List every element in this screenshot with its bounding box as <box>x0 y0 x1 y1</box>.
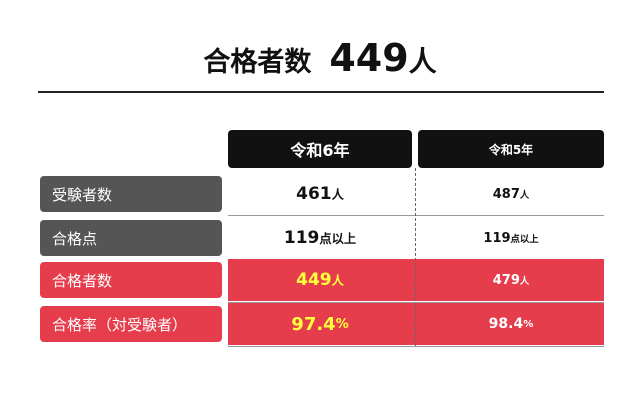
row-label: 合格率（対受験者） <box>40 306 222 342</box>
cell: 97.4% <box>228 306 412 342</box>
cell-unit: 人 <box>519 190 530 201</box>
cell-unit: % <box>335 316 349 332</box>
cell-value: 479 <box>492 272 520 288</box>
column-header: 令和6年 <box>228 130 412 168</box>
cell: 119 点以上 <box>418 220 604 256</box>
cell: 479 人 <box>418 262 604 298</box>
cell: 98.4% <box>418 306 604 342</box>
divider <box>38 91 604 93</box>
row-label: 合格者数 <box>40 262 222 298</box>
cell-value: 487 <box>492 186 520 202</box>
headline: 合格者数 449人 <box>0 36 640 80</box>
cell-unit: 人 <box>331 188 344 202</box>
cell-unit: % <box>523 318 534 330</box>
cell: 119 点以上 <box>228 220 412 256</box>
row-separator <box>228 302 604 303</box>
cell: 487 人 <box>418 176 604 212</box>
cell-unit: 点以上 <box>510 234 539 245</box>
row-label: 合格点 <box>40 220 222 256</box>
cell-value: 449 <box>296 270 332 290</box>
row-separator <box>228 346 604 347</box>
cell: 449 人 <box>228 262 412 298</box>
cell-value: 119 <box>283 228 320 248</box>
cell-value: 97.4 <box>291 313 336 335</box>
column-header: 令和5年 <box>418 130 604 168</box>
headline-unit: 人 <box>408 45 437 78</box>
cell: 461 人 <box>228 176 412 212</box>
column-divider <box>415 168 416 346</box>
row-label: 受験者数 <box>40 176 222 212</box>
cell-value: 461 <box>296 184 332 204</box>
cell-value: 119 <box>483 230 511 246</box>
cell-unit: 点以上 <box>319 232 357 246</box>
headline-title: 合格者数 <box>203 47 312 78</box>
headline-count: 449 <box>329 36 409 80</box>
cell-unit: 人 <box>519 276 530 287</box>
cell-value: 98.4 <box>488 316 524 332</box>
row-separator <box>228 215 604 216</box>
cell-unit: 人 <box>331 274 344 288</box>
row-highlight <box>228 259 604 301</box>
row-highlight <box>228 303 604 345</box>
